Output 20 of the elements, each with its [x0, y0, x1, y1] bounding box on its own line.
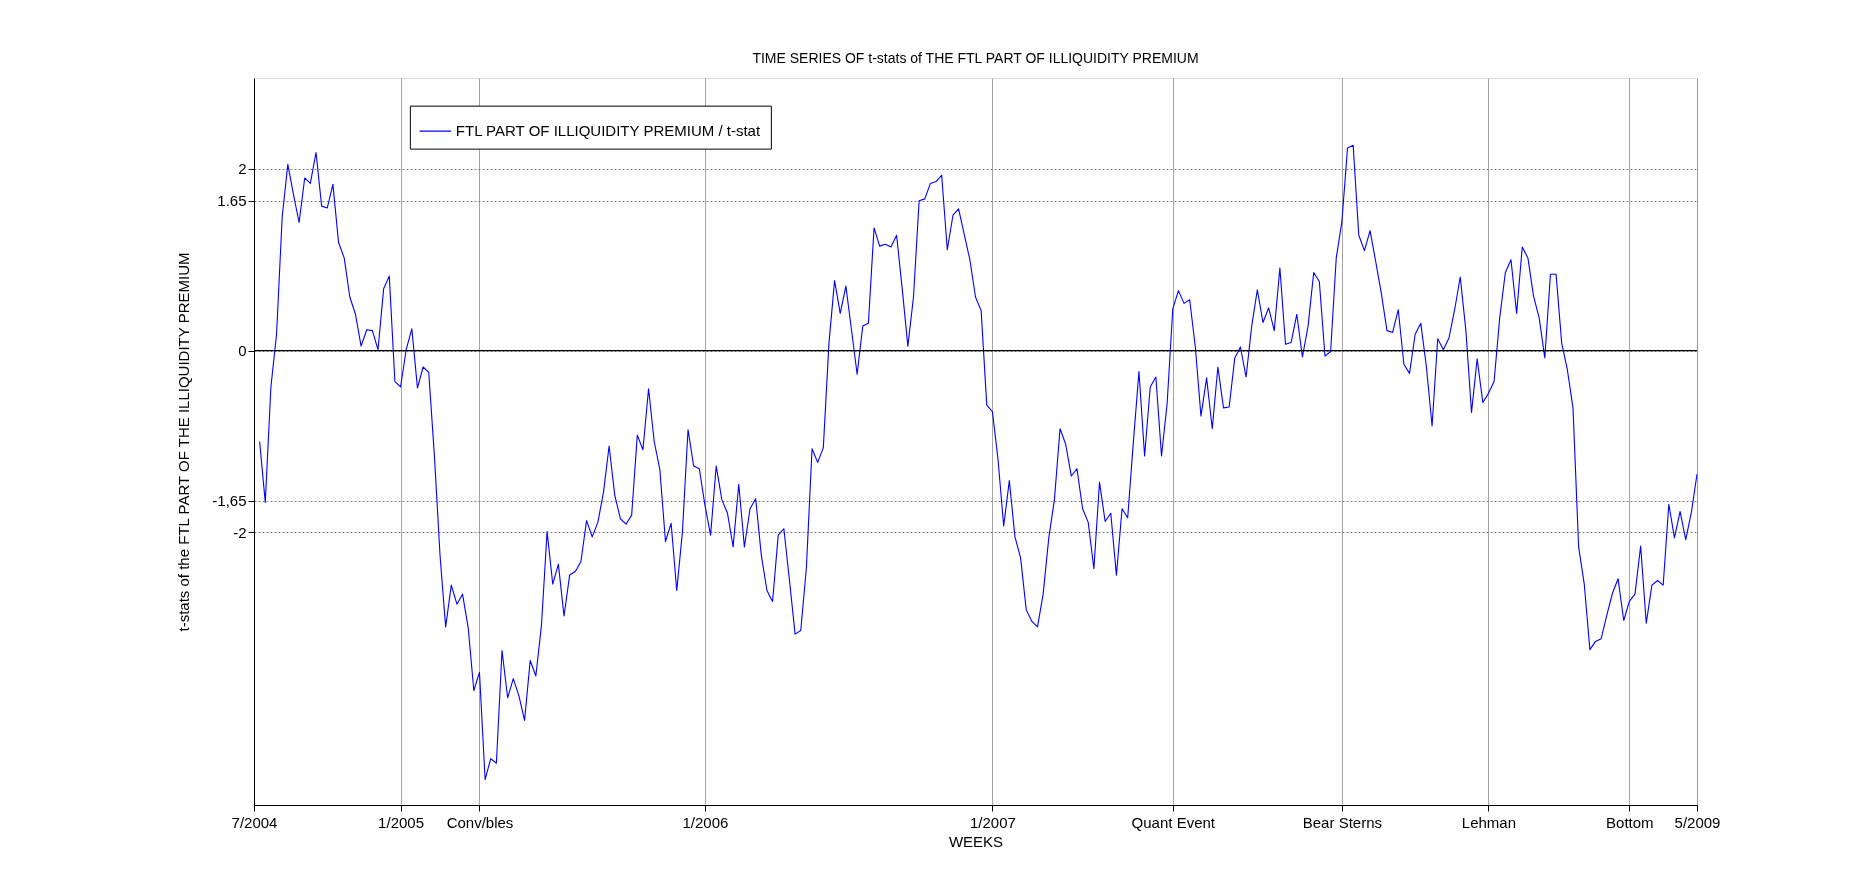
y-axis-title: t-stats of the FTL PART OF THE ILLIQUIDITY PREMIUM — [175, 252, 193, 632]
legend-label: FTL PART OF ILLIQUIDITY PREMIUM / t-stat — [455, 122, 761, 140]
x-tick-label: 1/2007 — [969, 813, 1016, 831]
x-tick-label: Lehman — [1461, 813, 1517, 831]
x-tick-label: Bottom — [1606, 813, 1654, 831]
y-tick-label: 2 — [238, 160, 247, 178]
x-tick-label: Bear Sterns — [1302, 813, 1382, 831]
line-series — [259, 144, 1698, 781]
x-axis-title: WEEKS — [948, 832, 1004, 850]
x-tick-label: 7/2004 — [231, 813, 278, 831]
y-tick-label: -2 — [233, 523, 247, 541]
x-tick-label: Quant Event — [1131, 813, 1216, 831]
y-tick-label: -1,65 — [212, 492, 247, 510]
x-tick-label: 5/2009 — [1674, 813, 1721, 831]
x-tick-label: Conv/bles — [446, 813, 514, 831]
y-tick-label: 0 — [238, 342, 247, 360]
y-tick-label: 1.65 — [217, 192, 247, 210]
chart-title: TIME SERIES OF t-stats of THE FTL PART OF ILLIQUIDITY PREMIUM — [752, 50, 1199, 66]
x-tick-label: 1/2006 — [682, 813, 729, 831]
x-tick-label: 1/2005 — [378, 813, 424, 831]
